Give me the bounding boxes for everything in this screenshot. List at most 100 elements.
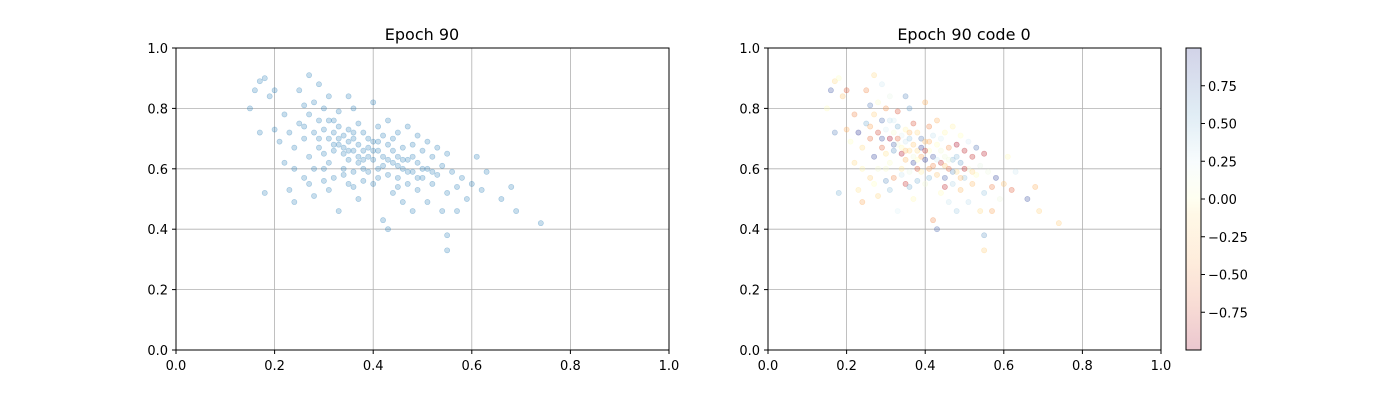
- scatter-point: [399, 156, 406, 163]
- scatter-point: [409, 153, 416, 160]
- scatter-point: [301, 102, 308, 109]
- scatter-point: [394, 153, 401, 160]
- scatter-point: [261, 190, 268, 196]
- scatter-point: [835, 190, 842, 196]
- scatter-point: [340, 171, 347, 178]
- y-tick-label: 0.0: [739, 344, 760, 359]
- scatter-point: [941, 162, 948, 169]
- scatter-point: [429, 180, 436, 187]
- scatter-point: [859, 144, 866, 151]
- y-tick-label: 0.2: [739, 284, 760, 299]
- scatter-point: [918, 153, 925, 160]
- scatter-point: [898, 132, 905, 139]
- scatter-point: [871, 72, 878, 79]
- scatter-point: [429, 168, 436, 175]
- scatter-point: [914, 129, 921, 136]
- x-tick-label: 0.2: [836, 359, 857, 374]
- scatter-point: [902, 138, 909, 145]
- scatter-point: [910, 196, 917, 202]
- scatter-point: [330, 147, 337, 154]
- scatter-point: [306, 111, 313, 118]
- scatter-point: [414, 159, 421, 166]
- scatter-point: [311, 193, 317, 199]
- scatter-point: [345, 147, 352, 154]
- chart-title: Epoch 90 code 0: [897, 25, 1030, 44]
- scatter-point: [890, 117, 897, 124]
- scatter-point: [949, 168, 956, 175]
- scatter-point: [320, 150, 327, 157]
- scatter-point: [918, 144, 925, 151]
- scatter-point: [419, 165, 426, 172]
- scatter-point: [851, 159, 858, 166]
- scatter-point: [380, 153, 386, 160]
- scatter-point: [977, 208, 984, 214]
- scatter-point: [843, 87, 850, 94]
- scatter-point: [390, 147, 396, 154]
- scatter-point: [938, 190, 944, 196]
- scatter-point: [824, 105, 830, 112]
- scatter-point: [945, 199, 952, 205]
- scatter-point: [879, 135, 885, 142]
- scatter-point: [961, 174, 968, 181]
- scatter-point: [867, 102, 874, 109]
- scatter-point: [902, 180, 909, 187]
- scatter-point: [977, 162, 984, 169]
- scatter-point: [953, 208, 960, 214]
- scatter-point: [360, 177, 367, 184]
- scatter-point: [325, 93, 332, 100]
- scatter-point: [914, 156, 921, 163]
- scatter-point: [350, 135, 357, 142]
- y-tick-label: 0.6: [739, 163, 760, 178]
- scatter-point: [922, 156, 929, 163]
- scatter-point: [934, 141, 940, 148]
- scatter-point: [291, 199, 298, 205]
- scatter-point: [355, 159, 362, 166]
- scatter-point: [375, 123, 382, 130]
- scatter-point: [930, 162, 936, 169]
- scatter-point: [879, 144, 885, 151]
- scatter-point: [875, 193, 881, 199]
- colorbar-tick-label: 0.75: [1208, 80, 1237, 95]
- scatter-point: [843, 126, 850, 133]
- scatter-point: [444, 150, 451, 157]
- scatter-point: [898, 171, 905, 178]
- scatter-point: [898, 144, 905, 151]
- scatter-point: [311, 99, 317, 106]
- colorbar-gradient: [1186, 48, 1201, 350]
- scatter-point: [340, 132, 347, 139]
- scatter-point: [439, 208, 446, 214]
- scatter-point: [941, 184, 948, 190]
- scatter-point: [286, 129, 293, 136]
- scatter-point: [985, 168, 991, 175]
- scatter-point: [871, 153, 878, 160]
- scatter-point: [370, 99, 377, 106]
- scatter-point: [1012, 168, 1019, 175]
- colorbar-tick-label: 0.00: [1208, 193, 1237, 208]
- scatter-point: [345, 126, 352, 133]
- colorbar-tick-label: −0.25: [1208, 231, 1248, 246]
- scatter-point: [444, 190, 451, 196]
- chart-title: Epoch 90: [385, 25, 459, 44]
- y-tick-label: 0.4: [147, 223, 168, 238]
- y-tick-label: 0.4: [739, 223, 760, 238]
- scatter-point: [855, 187, 862, 193]
- scatter-point: [926, 123, 933, 130]
- scatter-point: [886, 135, 893, 142]
- scatter-point: [890, 174, 897, 181]
- scatter-point: [345, 156, 352, 163]
- x-axis: 0.0 0.2 0.4 0.6 0.8 1.0: [166, 350, 679, 374]
- scatter-point: [875, 129, 881, 136]
- scatter-point: [498, 196, 505, 202]
- scatter-point: [886, 187, 893, 193]
- scatter-point: [973, 144, 980, 151]
- scatter-point: [399, 144, 406, 151]
- scatter-point: [965, 165, 972, 172]
- colorbar-tick-label: 0.50: [1208, 118, 1237, 133]
- scatter-point: [325, 159, 332, 166]
- scatter-point: [949, 180, 956, 187]
- scatter-point: [941, 153, 948, 160]
- scatter-point: [989, 184, 995, 190]
- scatter-point: [508, 184, 515, 190]
- scatter-point: [325, 135, 332, 142]
- scatter-point: [969, 153, 976, 160]
